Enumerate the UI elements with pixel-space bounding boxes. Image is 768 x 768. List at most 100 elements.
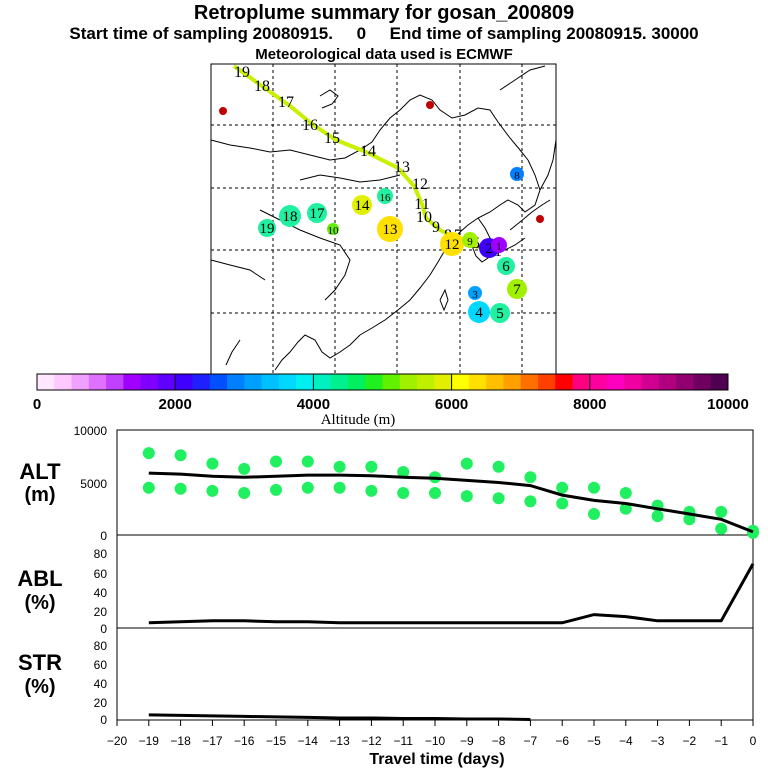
x-tick-label: −19 [139, 734, 160, 748]
colorbar-tick-label: 6000 [435, 396, 468, 413]
map-gridlines [211, 64, 556, 374]
alt-cluster-point [683, 513, 696, 526]
alt-cluster-point [397, 487, 410, 499]
alt-cluster-point [206, 457, 219, 470]
alt-cluster-point [238, 487, 251, 499]
coastline-korea [469, 217, 493, 263]
map-cluster-label: 5 [496, 306, 504, 322]
colorbar-swatch [227, 374, 245, 390]
alt-cluster-point [301, 481, 314, 494]
alt-cluster-point [142, 447, 155, 460]
sampling-time-subtitle: Start time of sampling 20080915. 0 End t… [69, 24, 699, 43]
colorbar-swatch [520, 374, 539, 390]
trajectory-day-label: 15 [324, 130, 340, 147]
map-cluster-marker [468, 301, 490, 323]
map-cluster-marker [507, 279, 527, 299]
map-cluster-label: 4 [475, 305, 483, 321]
colorbar-swatch [140, 374, 159, 390]
str-ytick-80: 80 [94, 639, 108, 653]
colorbar-swatch [503, 374, 522, 390]
map-cluster-marker [352, 195, 372, 215]
colorbar-swatch [658, 374, 677, 390]
colorbar-swatch [37, 374, 55, 390]
map-cluster-marker [377, 188, 393, 204]
coastline-manchuria [459, 159, 541, 233]
colorbar-swatch [624, 374, 643, 390]
abl-yticks: 80 60 40 20 0 [94, 547, 108, 636]
map-cluster-marker [258, 219, 276, 237]
altitude-colorbar: 0 2000 4000 6000 8000 10000 [33, 373, 749, 413]
x-tick-label: −18 [170, 734, 191, 748]
met-data-subtitle: Meteorological data used is ECMWF [255, 46, 513, 63]
map-cluster-marker [497, 257, 515, 275]
map-cluster-label: 14 [355, 198, 371, 214]
abl-ytick-40: 40 [94, 586, 108, 600]
trajectory-day-label: 10 [416, 209, 432, 226]
trajectory-day-label: 13 [394, 159, 410, 176]
x-tick-label: −8 [492, 734, 506, 748]
colorbar-swatch [417, 374, 435, 390]
alt-mean-line [148, 471, 754, 534]
x-tick-label: −20 [107, 734, 128, 748]
map-cluster-marker [462, 232, 478, 248]
map-cluster-marker [307, 203, 327, 223]
colorbar-swatch [157, 374, 176, 390]
x-tick-label: −11 [393, 734, 413, 748]
map-cluster-label: 18 [283, 209, 298, 225]
colorbar-tick-label: 8000 [573, 396, 606, 413]
alt-cluster-point [556, 481, 569, 494]
map-point-marker [426, 101, 434, 109]
alt-ytick-10000: 10000 [74, 424, 108, 438]
colorbar-swatch [434, 374, 452, 390]
map-cluster-label: 17 [310, 206, 326, 222]
map-point-marker [219, 107, 227, 115]
x-tick-label: 0 [750, 734, 757, 748]
alt-cluster-point [588, 508, 600, 520]
alt-cluster-point [556, 497, 569, 510]
abl-line [148, 563, 755, 625]
alt-cluster-point [429, 487, 441, 499]
alt-cluster-point [492, 460, 505, 473]
alt-cluster-point [270, 455, 282, 468]
x-tick-label: −7 [524, 734, 538, 748]
x-tick-label: −17 [202, 734, 223, 748]
colorbar-swatch [278, 374, 297, 390]
x-axis-ticks: −20 −19 −18 −17 −16 −15 −14 −13 −12 −11 −10 −9 −8 −7−… [107, 720, 757, 748]
colorbar-swatch [607, 374, 625, 390]
abl-ytick-60: 60 [94, 567, 108, 581]
colorbar-swatch [123, 374, 142, 390]
abl-panel-frame [116, 534, 754, 629]
map-cluster-label: 2 [485, 241, 493, 257]
str-ytick-40: 40 [94, 677, 108, 691]
alt-cluster-point [397, 466, 410, 478]
alt-cluster-point [142, 481, 155, 494]
map-cluster-marker [491, 237, 507, 253]
map-cluster-label: 10 [328, 225, 340, 237]
x-tick-label: −1 [714, 734, 728, 748]
alt-cluster-point [174, 482, 187, 495]
alt-cluster-point [651, 510, 664, 523]
map-point-marker [536, 215, 544, 223]
trajectory-day-label: 12 [412, 176, 428, 193]
alt-cluster-point [492, 492, 505, 505]
colorbar-tick-label: 10000 [707, 396, 749, 413]
colorbar-swatch [261, 374, 280, 390]
trajectory-track [232, 64, 489, 252]
chart-title: Retroplume summary for gosan_200809 [193, 2, 575, 24]
alt-yticks: 10000 5000 0 [74, 424, 108, 543]
trajectory-day-label: 17 [278, 94, 294, 111]
alt-cluster-point [365, 460, 378, 473]
colorbar-swatch [106, 374, 124, 390]
str-panel-frame [116, 627, 754, 721]
alt-cluster-point [206, 484, 219, 497]
x-tick-label: −3 [651, 734, 665, 748]
colorbar-swatch [347, 374, 366, 390]
colorbar-swatch [676, 374, 694, 390]
colorbar-swatch [313, 374, 332, 390]
colorbar-tick-label: 4000 [297, 396, 330, 413]
str-ytick-20: 20 [94, 696, 108, 710]
colorbar-swatch [468, 374, 487, 390]
trajectory-day-label: 14 [360, 143, 376, 160]
x-tick-label: −5 [587, 734, 601, 748]
